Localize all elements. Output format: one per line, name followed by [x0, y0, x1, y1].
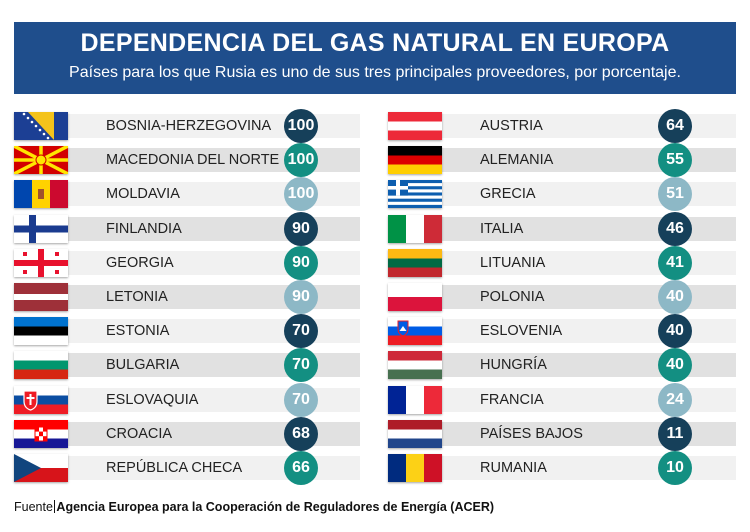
- table-row: RUMANIA 10: [388, 451, 736, 485]
- country-name: ESTONIA: [106, 323, 170, 340]
- table-row: BULGARIA 70: [14, 348, 360, 383]
- country-name: ITALIA: [480, 220, 524, 237]
- table-row: LETONIA 90: [14, 280, 360, 314]
- country-name: GEORGIA: [106, 254, 174, 271]
- table-row: MOLDAVIA 100: [14, 177, 360, 212]
- table-row: ITALIA 46: [388, 211, 736, 246]
- croatia-flag: [14, 419, 68, 448]
- country-name: RUMANIA: [480, 460, 547, 476]
- table-row: POLONIA 40: [388, 280, 736, 314]
- table-row: CROACIA 68: [14, 416, 360, 451]
- table-row: LITUANIA 41: [388, 245, 736, 280]
- table-row: AUSTRIA 64: [388, 109, 736, 143]
- value-badge: 70: [284, 382, 318, 417]
- table-row: HUNGRÍA 40: [388, 348, 736, 383]
- value-badge: 46: [658, 211, 692, 246]
- value-badge: 10: [658, 451, 692, 485]
- country-name: BULGARIA: [106, 357, 180, 374]
- country-name: ESLOVENIA: [480, 323, 563, 340]
- value-badge: 90: [284, 211, 318, 246]
- table-row: ALEMANIA 55: [388, 143, 736, 178]
- country-name: PAÍSES BAJOS: [480, 425, 583, 442]
- lithuania-flag: [388, 248, 442, 277]
- table-row: PAÍSES BAJOS 11: [388, 416, 736, 451]
- moldova-flag: [14, 180, 68, 209]
- source-note: Fuente Agencia Europea para la Cooperació…: [14, 500, 494, 514]
- country-name: BOSNIA-HERZEGOVINA: [106, 118, 272, 134]
- france-flag: [388, 385, 442, 414]
- country-name: MACEDONIA DEL NORTE: [106, 152, 280, 169]
- country-name: ALEMANIA: [480, 152, 554, 169]
- bulgaria-flag: [14, 351, 68, 380]
- table-row: MACEDONIA DEL NORTE 100: [14, 143, 360, 178]
- estonia-flag: [14, 317, 68, 346]
- country-name: GRECIA: [480, 186, 536, 203]
- value-badge: 68: [284, 416, 318, 451]
- netherlands-flag: [388, 419, 442, 448]
- country-name: HUNGRÍA: [480, 357, 547, 374]
- value-badge: 100: [284, 177, 318, 212]
- table-row: REPÚBLICA CHECA 66: [14, 451, 360, 485]
- country-name: ESLOVAQUIA: [106, 391, 199, 408]
- country-name: LETONIA: [106, 289, 168, 305]
- value-badge: 51: [658, 177, 692, 212]
- country-name: MOLDAVIA: [106, 186, 180, 203]
- table-row: GEORGIA 90: [14, 245, 360, 280]
- poland-flag: [388, 283, 442, 311]
- greece-flag: [388, 180, 442, 209]
- value-badge: 90: [284, 245, 318, 280]
- table-row: FINLANDIA 90: [14, 211, 360, 246]
- table-row: BOSNIA-HERZEGOVINA 100: [14, 109, 360, 143]
- country-name: CROACIA: [106, 425, 173, 442]
- source-label: Fuente: [14, 500, 53, 514]
- georgia-flag: [14, 248, 68, 277]
- czech-republic-flag: [14, 454, 68, 482]
- slovakia-flag: [14, 385, 68, 414]
- chart-title: DEPENDENCIA DEL GAS NATURAL EN EUROPA: [80, 29, 670, 57]
- value-badge: 70: [284, 348, 318, 383]
- slovenia-flag: [388, 317, 442, 346]
- value-badge: 41: [658, 245, 692, 280]
- table-row: ESLOVENIA 40: [388, 314, 736, 349]
- value-badge: 90: [284, 280, 318, 314]
- romania-flag: [388, 454, 442, 482]
- value-badge: 11: [658, 416, 692, 451]
- country-name: FRANCIA: [480, 391, 544, 408]
- table-row: GRECIA 51: [388, 177, 736, 212]
- value-badge: 70: [284, 314, 318, 349]
- country-name: POLONIA: [480, 289, 545, 305]
- value-badge: 40: [658, 314, 692, 349]
- table-row: FRANCIA 24: [388, 382, 736, 417]
- italy-flag: [388, 214, 442, 243]
- germany-flag: [388, 146, 442, 175]
- value-badge: 100: [284, 143, 318, 178]
- bosnia-herzegovina-flag: [14, 112, 68, 140]
- value-badge: 66: [284, 451, 318, 485]
- value-badge: 64: [658, 109, 692, 143]
- hungary-flag: [388, 351, 442, 380]
- value-badge: 100: [284, 109, 318, 143]
- country-name: LITUANIA: [480, 254, 546, 271]
- chart-subtitle: Países para los que Rusia es uno de sus …: [69, 64, 681, 81]
- austria-flag: [388, 112, 442, 140]
- value-badge: 24: [658, 382, 692, 417]
- source-separator: [53, 500, 56, 513]
- table-row: ESTONIA 70: [14, 314, 360, 349]
- finland-flag: [14, 214, 68, 243]
- latvia-flag: [14, 283, 68, 311]
- source-name: Agencia Europea para la Cooperación de R…: [56, 500, 495, 514]
- country-name: AUSTRIA: [480, 118, 543, 134]
- country-name: REPÚBLICA CHECA: [106, 460, 243, 476]
- value-badge: 40: [658, 280, 692, 314]
- table-row: ESLOVAQUIA 70: [14, 382, 360, 417]
- value-badge: 40: [658, 348, 692, 383]
- north-macedonia-flag: [14, 146, 68, 175]
- header-banner: DEPENDENCIA DEL GAS NATURAL EN EUROPA Pa…: [14, 22, 736, 94]
- country-name: FINLANDIA: [106, 220, 182, 237]
- value-badge: 55: [658, 143, 692, 178]
